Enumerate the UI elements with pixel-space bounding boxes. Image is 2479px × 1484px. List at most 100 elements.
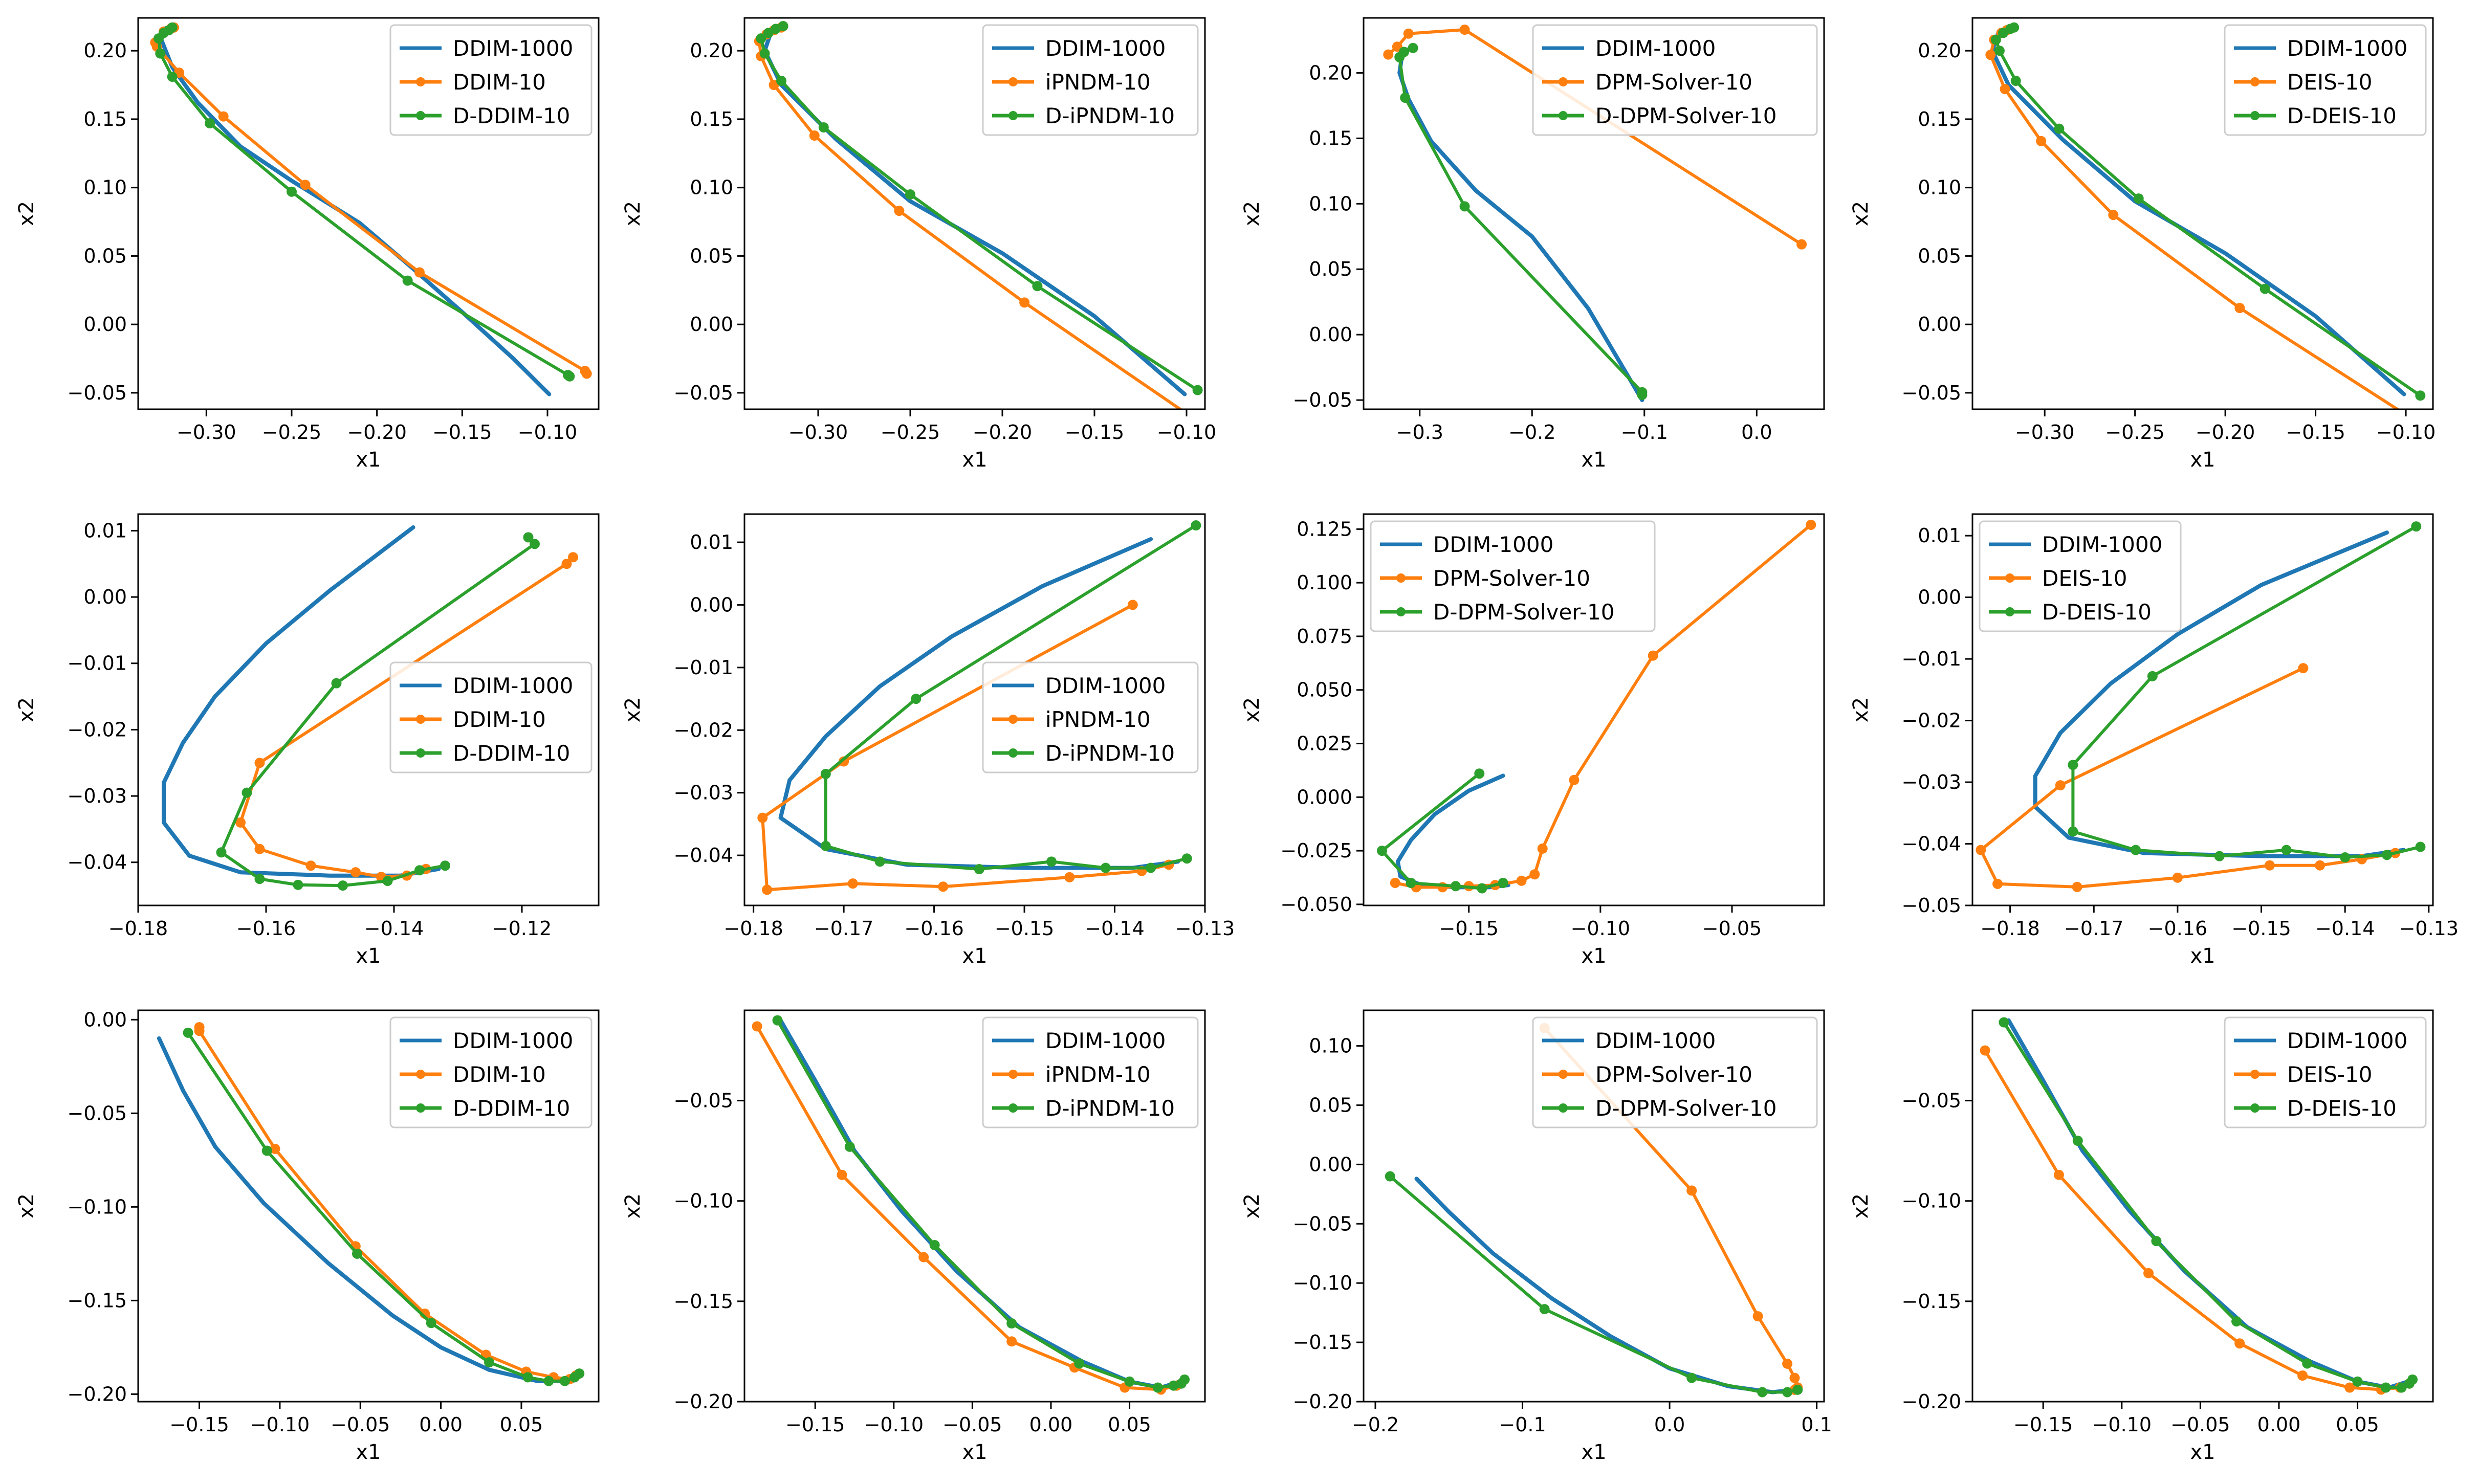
point-ipndm-10-0 [1127,600,1138,610]
legend-marker [1008,1103,1018,1113]
point-d-ddim-10-3 [242,787,252,798]
y-tick-label: −0.05 [1902,1090,1961,1112]
legend-label: DEIS-10 [2287,1062,2373,1087]
legend-box [389,24,593,136]
axes-frame [137,1009,600,1403]
point-deis-10-5 [2344,1382,2355,1393]
legend-label: D-DDIM-10 [453,1096,570,1121]
point-d-deis-10-6 [2281,845,2292,855]
axes-frame [743,1009,1206,1403]
legend-label: iPNDM-10 [1045,1062,1151,1087]
legend: DDIM-1000 DEIS-10 D-DEIS-10 [2224,24,2427,136]
x-tick-label: −0.2 [1508,421,1555,444]
point-deis-10-6 [2264,860,2275,871]
legend: DDIM-1000 DDIM-10 D-DDIM-10 [389,1016,593,1128]
legend-box [982,24,1199,136]
legend-label: DDIM-10 [453,70,546,95]
point-d-ipndm-10-2 [905,189,915,200]
y-tick-label: −0.05 [674,1090,733,1112]
x-tick-label: −0.15 [2286,421,2345,444]
y-tick-label: −0.10 [1902,1190,1961,1212]
y-tick-label: −0.15 [674,1290,733,1313]
legend-box [1532,1016,1818,1128]
point-d-ipndm-10-9 [778,21,788,32]
x-tick-label: −0.25 [2105,421,2164,444]
y-tick-label: −0.05 [68,1102,127,1124]
y-tick-label: −0.15 [1293,1331,1352,1354]
point-d-dpm-solver-10-0 [1385,1171,1395,1182]
legend-label: DDIM-1000 [1433,532,1553,557]
x-tick-label: −0.20 [973,421,1032,444]
point-d-ipndm-10-2 [929,1240,940,1250]
plot-area [162,525,578,891]
x-tick-label: 0.05 [1108,1413,1151,1436]
legend-box [1370,520,1656,632]
point-d-ipndm-10-4 [874,856,885,867]
point-d-deis-10-5 [2214,851,2225,861]
x-axis-label: x1 [1581,1441,1606,1464]
point-ddim-10-4 [254,844,265,854]
point-d-dpm-solver-10-4 [1477,883,1487,894]
point-d-ddim-10-9 [414,865,425,876]
point-d-ddim-10-1 [530,539,540,549]
y-tick-label: 0.20 [83,39,127,62]
x-tick-label: −0.15 [1439,917,1498,940]
plot-area [1385,1023,1803,1398]
legend: DDIM-1000 iPNDM-10 D-iPNDM-10 [982,1016,1199,1128]
y-tick-label: 0.05 [1309,258,1352,280]
x-tick-label: −0.10 [864,1413,924,1436]
point-deis-10-2 [1976,845,1986,855]
subplot-1: −0.30 −0.25 −0.20 −0.15 −0.10 −0.05 0.00 0.05 0.… [15,17,600,472]
y-tick-label: 0.000 [1297,786,1352,808]
point-d-deis-10-6 [2380,1382,2391,1393]
legend-label: DPM-Solver-10 [1433,566,1590,591]
legend: DDIM-1000 DPM-Solver-10 D-DPM-Solver-10 [1532,1016,1818,1128]
point-d-ddim-10-10 [167,22,178,33]
point-d-ddim-10-4 [216,847,227,858]
legend-marker [2250,111,2259,120]
legend-marker [2250,1103,2259,1113]
point-dpm-solver-10-1 [1648,650,1658,661]
x-tick-label: −0.25 [262,421,321,444]
legend-label: DDIM-10 [453,707,546,732]
y-tick-label: −0.05 [1902,382,1961,404]
legend-box [1979,520,2182,632]
x-tick-label: −0.30 [2015,421,2074,444]
point-ddim-10-1 [561,559,572,569]
y-tick-label: 0.05 [690,245,733,267]
x-tick-label: −0.30 [177,421,236,444]
legend-marker [416,1103,425,1113]
point-deis-10-0 [1980,1045,1990,1056]
point-d-deis-10-5 [1994,46,2005,56]
y-tick-label: 0.050 [1297,679,1352,701]
point-d-deis-10-1 [2147,671,2158,681]
x-tick-label: 0.1 [1801,1413,1832,1436]
y-axis-label: x2 [1240,1193,1264,1219]
point-ipndm-10-1 [839,756,849,767]
legend-label: DDIM-1000 [453,36,573,61]
point-d-ipndm-10-2 [820,768,831,779]
legend-label: D-DEIS-10 [2287,1096,2397,1121]
point-d-ipndm-10-9 [1179,1374,1190,1385]
axes-frame [1971,1009,2434,1403]
y-tick-label: 0.01 [1918,524,1961,547]
x-tick-label: −0.15 [785,1413,845,1436]
point-ddim-10-3 [235,817,246,828]
y-axis-label: x2 [1240,201,1264,226]
legend-label: DDIM-1000 [2042,532,2162,557]
legend-marker [1008,715,1018,724]
x-tick-label: −0.15 [432,421,492,444]
point-d-deis-10-3 [2231,1316,2242,1327]
legend-label: DDIM-1000 [453,1028,573,1053]
legend-marker [416,748,425,758]
x-axis-label: x1 [356,1441,381,1464]
x-axis-label: x1 [2190,1441,2215,1464]
x-axis-label: x1 [1581,944,1606,968]
legend-label: D-DDIM-10 [453,103,570,128]
point-d-dpm-solver-10-0 [1474,768,1485,779]
point-ipndm-10-6 [1064,872,1075,882]
point-dpm-solver-10-2 [1403,28,1414,39]
y-axis-label: x2 [621,1193,645,1219]
y-tick-label: −0.15 [1902,1290,1961,1313]
x-tick-label: −0.25 [881,421,940,444]
